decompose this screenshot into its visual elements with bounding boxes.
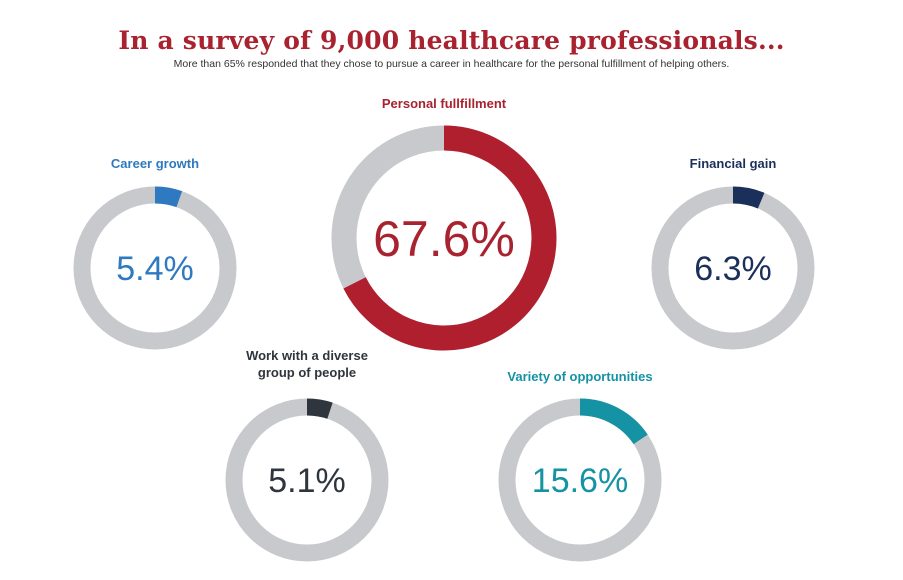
donut-label-diverse-group: Work with a diverse group of people	[246, 348, 368, 380]
donut-value-financial-gain: 6.3%	[694, 250, 772, 288]
page-subtitle: More than 65% responded that they chose …	[173, 58, 730, 70]
page-title: In a survey of 9,000 healthcare professi…	[118, 26, 785, 55]
donut-slice-diverse-group	[306, 398, 333, 419]
donut-personal-fulfillment: 67.6% Personal fullfillment	[331, 96, 557, 351]
donut-value-diverse-group: 5.1%	[268, 462, 346, 500]
donut-label-personal-fulfillment: Personal fullfillment	[382, 96, 507, 111]
donut-slice-financial-gain	[732, 186, 765, 209]
donut-value-variety-of-opportunities: 15.6%	[532, 462, 628, 500]
donut-slice-personal-fulfillment	[343, 125, 557, 351]
donut-financial-gain: 6.3% Financial gain	[651, 156, 815, 350]
donut-diverse-group: 5.1% Work with a diverse group of people	[225, 348, 389, 562]
donut-label-financial-gain: Financial gain	[690, 156, 777, 171]
donut-label-variety-of-opportunities: Variety of opportunities	[507, 369, 652, 384]
donut-variety-of-opportunities: 15.6% Variety of opportunities	[498, 369, 662, 562]
donut-slice-variety-of-opportunities	[579, 398, 648, 445]
donut-label-career-growth: Career growth	[111, 156, 199, 171]
donut-value-personal-fulfillment: 67.6%	[373, 211, 515, 267]
donut-value-career-growth: 5.4%	[116, 250, 194, 288]
donut-career-growth: 5.4% Career growth	[73, 156, 237, 350]
donut-slice-career-growth	[154, 186, 183, 208]
